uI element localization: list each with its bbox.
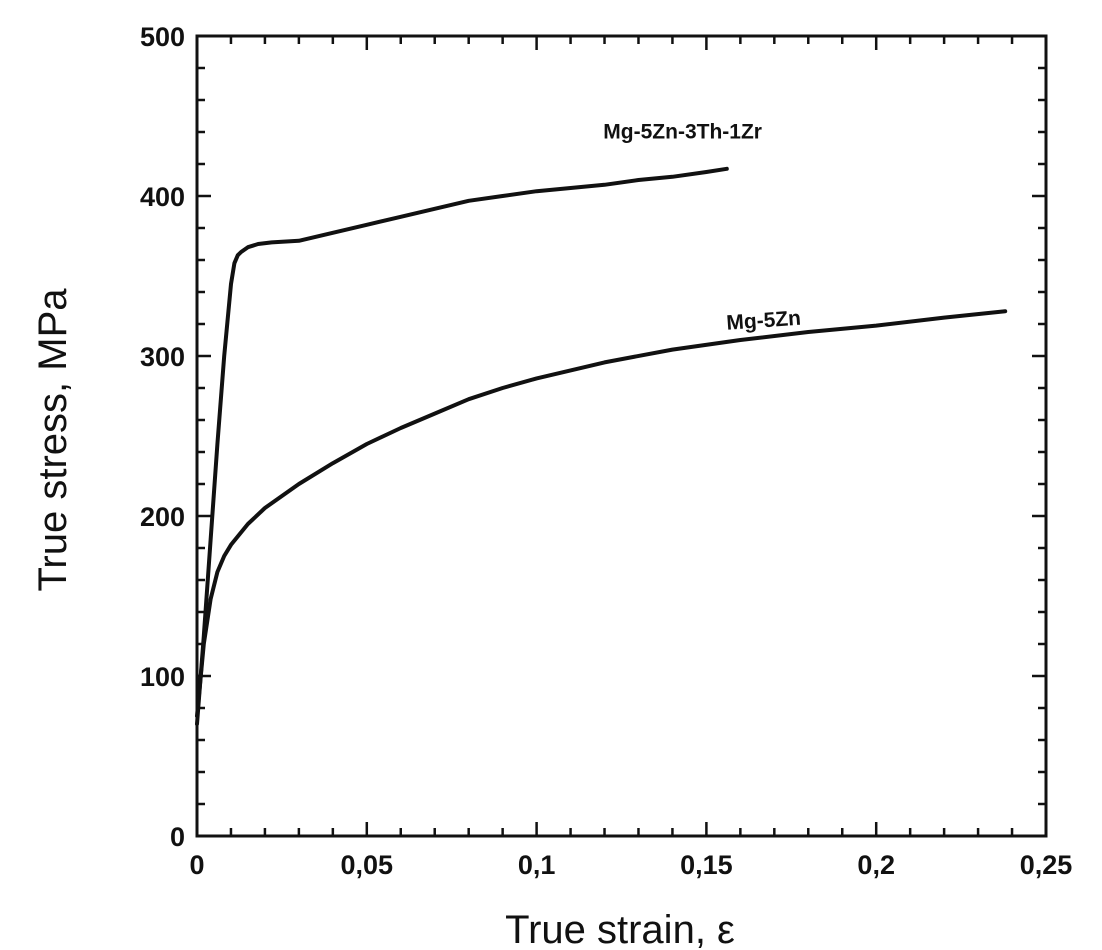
series-line-2 <box>195 309 1008 718</box>
x-axis-title: True strain, ε <box>505 908 735 950</box>
y-tick-label: 200 <box>140 502 185 532</box>
series-label-1: Mg-5Zn-3Th-1Zr <box>603 120 762 143</box>
series-label-2: Mg-5Zn <box>726 307 802 335</box>
x-tick-label: 0,15 <box>680 850 733 880</box>
y-tick-label: 400 <box>140 182 185 212</box>
y-axis-title: True stress, MPa <box>31 288 75 592</box>
y-tick-label: 500 <box>140 22 185 52</box>
x-tick-label: 0,1 <box>518 850 556 880</box>
x-tick-label: 0,05 <box>341 850 394 880</box>
x-tick-label: 0,25 <box>1020 850 1073 880</box>
x-tick-label: 0,2 <box>857 850 895 880</box>
y-tick-label: 300 <box>140 342 185 372</box>
series-line-1 <box>195 166 729 726</box>
y-tick-label: 0 <box>170 822 185 852</box>
x-tick-label: 0 <box>189 850 204 880</box>
plot-frame <box>195 34 1048 838</box>
y-tick-label: 100 <box>140 662 185 692</box>
